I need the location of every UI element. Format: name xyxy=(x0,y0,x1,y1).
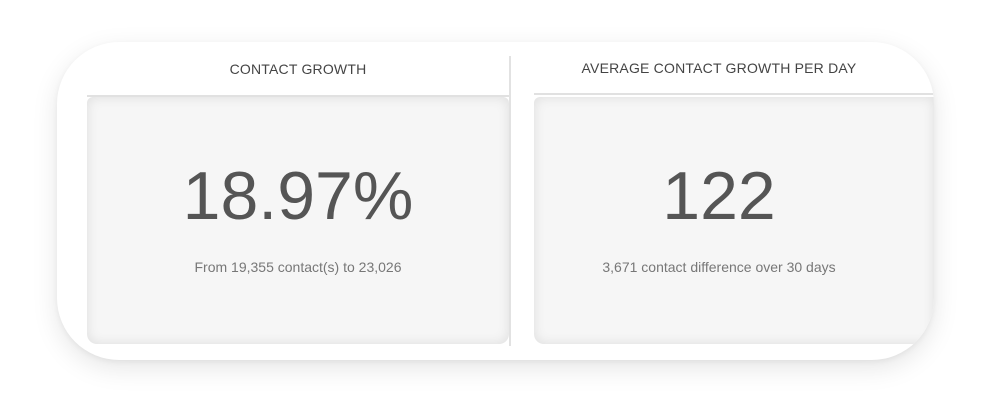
average-growth-value: 122 xyxy=(662,158,776,234)
contact-growth-widget: CONTACT GROWTH 18.97% From 19,355 contac… xyxy=(87,42,509,360)
contact-growth-value: 18.97% xyxy=(182,158,414,234)
average-growth-widget: AVERAGE CONTACT GROWTH PER DAY 122 3,671… xyxy=(534,42,934,360)
contact-growth-title: CONTACT GROWTH xyxy=(87,42,509,97)
panel-divider xyxy=(509,56,511,346)
average-growth-title: AVERAGE CONTACT GROWTH PER DAY xyxy=(534,42,934,95)
contact-growth-description: From 19,355 contact(s) to 23,026 xyxy=(194,259,402,275)
average-growth-description: 3,671 contact difference over 30 days xyxy=(602,259,836,275)
average-growth-body: 122 3,671 contact difference over 30 day… xyxy=(534,97,934,344)
stats-card-frame: CONTACT GROWTH 18.97% From 19,355 contac… xyxy=(57,42,934,360)
contact-growth-body: 18.97% From 19,355 contact(s) to 23,026 xyxy=(87,97,509,344)
